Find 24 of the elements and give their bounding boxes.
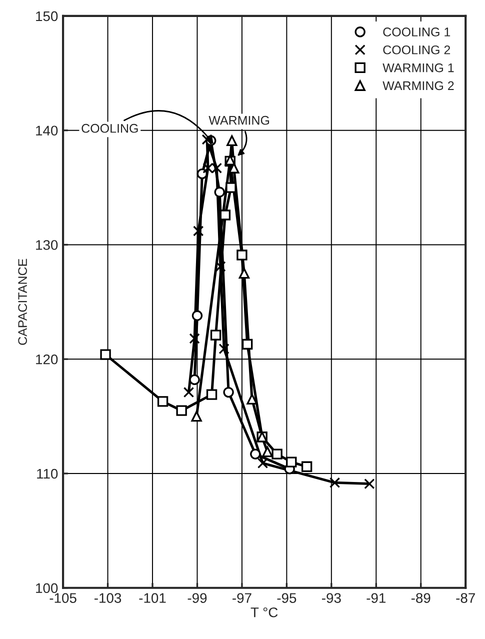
x-tick-label: -103 <box>94 593 122 603</box>
x-axis-title: T °C <box>250 607 278 618</box>
y-axis-title: CAPACITANCE <box>18 258 27 345</box>
legend-label: WARMING 2 <box>382 81 454 90</box>
y-tick-label: 110 <box>37 468 58 479</box>
x-tick-label: -95 <box>277 593 296 603</box>
x-tick-label: -105 <box>50 593 76 603</box>
annotation: WARMING <box>208 116 270 125</box>
x-tick-label: -91 <box>366 593 386 603</box>
y-tick-label: 100 <box>36 583 58 594</box>
x-tick-label: -87 <box>456 593 475 603</box>
y-tick-label: 150 <box>36 11 58 22</box>
legend-label: COOLING 1 <box>383 28 450 36</box>
annotation: COOLING <box>82 124 138 133</box>
legend-label: COOLING 2 <box>383 45 450 54</box>
x-tick-label: -101 <box>139 593 166 603</box>
x-tick-label: -89 <box>411 593 430 603</box>
x-tick-label: -93 <box>322 593 341 603</box>
y-tick-label: 130 <box>36 240 58 250</box>
x-tick-label: -97 <box>232 593 252 603</box>
legend-label: WARMING 1 <box>382 63 454 72</box>
y-tick-label: 140 <box>36 126 58 136</box>
x-tick-label: -99 <box>188 593 207 603</box>
y-tick-label: 120 <box>36 354 58 364</box>
